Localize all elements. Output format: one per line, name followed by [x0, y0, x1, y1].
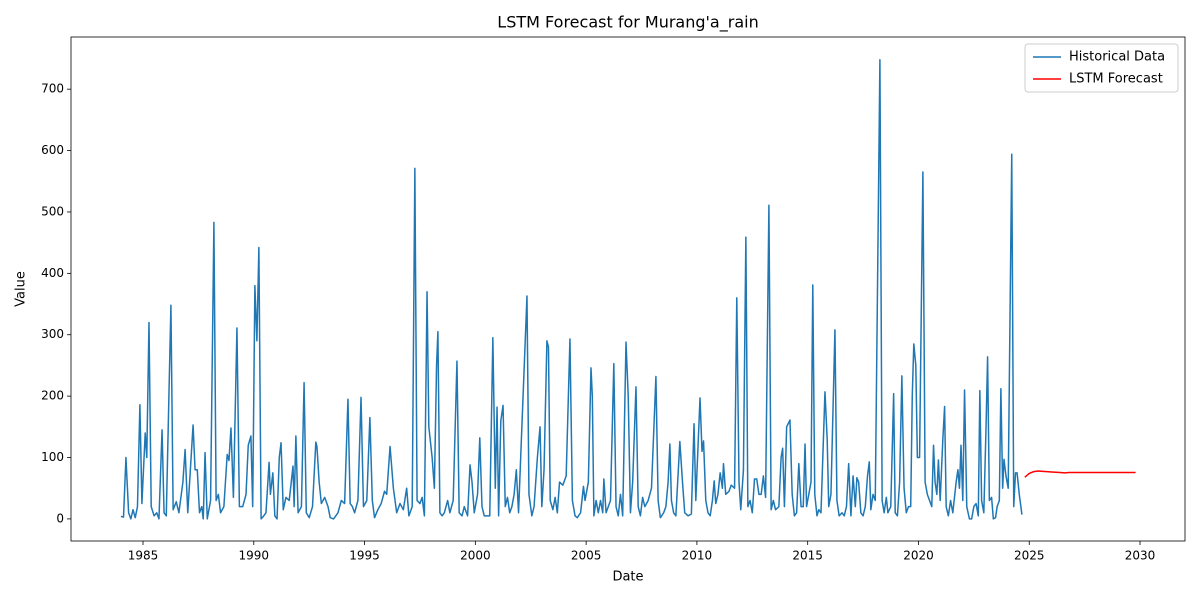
series-line — [120, 58, 1023, 520]
y-tick-label: 200 — [41, 389, 64, 403]
y-tick-label: 400 — [41, 266, 64, 280]
x-tick-label: 1990 — [239, 549, 270, 563]
series-line — [1024, 470, 1136, 478]
x-tick-label: 2020 — [903, 549, 934, 563]
x-tick-label: 2005 — [571, 549, 602, 563]
y-tick-label: 600 — [41, 143, 64, 157]
y-tick-label: 300 — [41, 327, 64, 341]
legend-box — [1024, 43, 1179, 93]
x-tick-label: 2015 — [792, 549, 823, 563]
y-axis-label: Value — [14, 271, 29, 307]
plot-frame — [70, 36, 1186, 542]
x-tick-label: 1995 — [349, 549, 380, 563]
x-tick-label: 2000 — [460, 549, 491, 563]
chart-title: LSTM Forecast for Murang'a_rain — [497, 13, 758, 33]
x-tick-label: 2025 — [1014, 549, 1045, 563]
x-tick-label: 1985 — [128, 549, 159, 563]
x-axis-label: Date — [612, 570, 643, 585]
y-tick-label: 100 — [41, 450, 64, 464]
x-tick-label: 2030 — [1125, 549, 1156, 563]
y-tick-label: 0 — [56, 511, 64, 525]
y-tick-label: 500 — [41, 204, 64, 218]
x-tick-label: 2010 — [682, 549, 713, 563]
legend-label: Historical Data — [1069, 50, 1165, 65]
y-tick-label: 700 — [41, 82, 64, 96]
legend-label: LSTM Forecast — [1069, 72, 1163, 87]
